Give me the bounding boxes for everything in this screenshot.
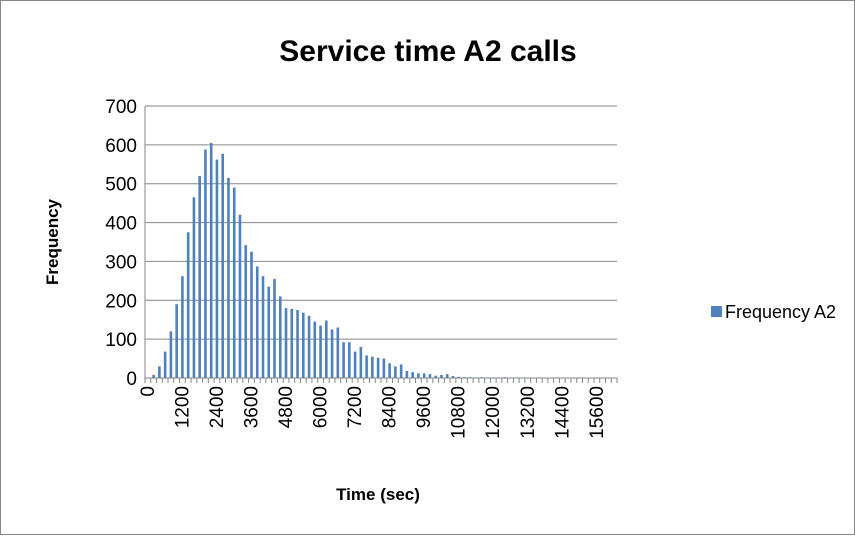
bar [164, 352, 167, 378]
y-tick-label: 400 [105, 214, 137, 235]
y-tick-label: 300 [105, 252, 137, 273]
y-tick-label: 600 [105, 136, 137, 157]
bar [244, 245, 247, 378]
bar [434, 376, 437, 378]
bar [250, 252, 253, 378]
bar [348, 342, 351, 378]
y-tick-label: 0 [126, 369, 137, 390]
bar [331, 329, 334, 378]
bar [429, 374, 432, 378]
bar [285, 308, 288, 378]
legend-label: Frequency A2 [725, 302, 836, 322]
bar [262, 276, 265, 378]
bar [388, 363, 391, 378]
bar [290, 309, 293, 378]
bar [360, 347, 363, 378]
bar [394, 366, 397, 378]
bar [325, 320, 328, 378]
bar [267, 287, 270, 378]
x-tick-label: 6000 [311, 386, 332, 428]
bar [337, 327, 340, 378]
y-tick-label: 100 [105, 330, 137, 351]
y-tick-label: 200 [105, 291, 137, 312]
bar [440, 375, 443, 378]
bar [463, 377, 466, 378]
bar [365, 355, 368, 378]
bar [423, 373, 426, 378]
bar [406, 371, 409, 378]
x-axis-title: Time (sec) [336, 485, 420, 504]
bar [193, 197, 196, 378]
bar [170, 331, 173, 378]
bar [256, 266, 259, 378]
x-tick-label: 10800 [449, 386, 470, 439]
bar [342, 342, 345, 378]
x-tick-label: 1200 [172, 386, 193, 428]
bar [296, 310, 299, 378]
x-tick-label: 13200 [518, 386, 539, 439]
chart-title: Service time A2 calls [279, 35, 576, 68]
bar [469, 377, 472, 378]
bar [308, 316, 311, 378]
bar [400, 364, 403, 378]
bar [216, 160, 219, 378]
y-tick-label: 500 [105, 175, 137, 196]
x-tick-label: 3600 [241, 386, 262, 428]
bar [480, 377, 483, 378]
x-tick-label: 14400 [552, 386, 573, 439]
bar [446, 374, 449, 378]
x-tick-label: 4800 [276, 386, 297, 428]
bar [227, 178, 230, 378]
y-tick-label: 700 [105, 97, 137, 118]
x-tick-label: 2400 [207, 386, 228, 428]
bar [377, 358, 380, 378]
bar [411, 372, 414, 378]
bar [175, 304, 178, 378]
bar [319, 326, 322, 378]
bar [204, 150, 207, 378]
bar [198, 176, 201, 378]
bar [383, 359, 386, 378]
bar [417, 373, 420, 378]
x-tick-label: 8400 [380, 386, 401, 428]
bar [233, 188, 236, 378]
bar [503, 377, 506, 378]
bar [239, 215, 242, 378]
x-tick-label: 12000 [483, 386, 504, 439]
bar [152, 375, 155, 378]
bar [279, 296, 282, 378]
bar [181, 276, 184, 378]
x-tick-label: 7200 [345, 386, 366, 428]
bar [354, 352, 357, 378]
bar [371, 357, 374, 378]
bar [314, 322, 317, 378]
bar [452, 376, 455, 378]
bar [273, 279, 276, 378]
legend-swatch [711, 306, 722, 317]
y-axis-title: Frequency [43, 198, 62, 285]
bar [221, 154, 224, 378]
x-tick-label: 9600 [414, 386, 435, 428]
bar [210, 143, 213, 378]
x-tick-label: 15600 [587, 386, 608, 439]
bar [457, 377, 460, 378]
x-tick-label: 0 [138, 386, 159, 397]
bar [158, 366, 161, 378]
bar [302, 313, 305, 378]
bar [187, 232, 190, 378]
